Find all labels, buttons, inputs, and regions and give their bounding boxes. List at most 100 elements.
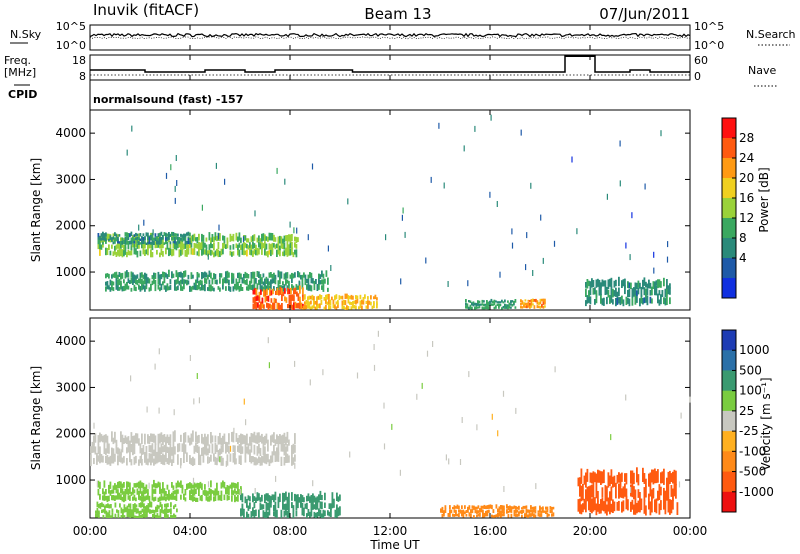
scatter-cell — [274, 501, 277, 510]
scatter-cell — [621, 501, 623, 513]
scatter-cell — [139, 456, 142, 464]
speckle-cell — [175, 155, 177, 161]
speckle-cell — [476, 424, 478, 431]
scatter-cell — [121, 457, 124, 464]
scatter-cell — [318, 273, 320, 279]
scatter-cell — [291, 242, 293, 250]
scatter-cell — [306, 513, 308, 518]
scatter-cell — [544, 305, 546, 308]
scatter-cell — [477, 505, 480, 509]
scatter-cell — [622, 500, 625, 512]
scatter-cell — [316, 502, 319, 510]
scatter-cell — [262, 281, 265, 286]
scatter-cell — [180, 271, 182, 278]
scatter-cell — [133, 445, 136, 455]
scatter-cell — [105, 455, 107, 463]
scatter-cell — [114, 240, 116, 244]
scatter-cell — [479, 508, 481, 513]
scatter-cell — [675, 470, 677, 486]
scatter-cell — [283, 250, 286, 257]
scatter-cell — [551, 507, 553, 510]
speckle-cell — [126, 149, 128, 156]
scatter-cell — [180, 434, 182, 442]
scatter-cell — [261, 301, 264, 309]
scatter-cell — [458, 505, 460, 509]
colorbar-tick-label: -500 — [739, 465, 766, 479]
noise-search-line — [89, 36, 691, 40]
scatter-cell — [177, 236, 179, 241]
scatter-cell — [330, 508, 332, 517]
speckle-cell — [689, 396, 691, 403]
scatter-cell — [237, 281, 239, 286]
scatter-cell — [127, 436, 130, 445]
scatter-cell — [98, 510, 100, 514]
scatter-cell — [120, 237, 122, 242]
scatter-cell — [166, 493, 169, 500]
scatter-cell — [246, 249, 248, 257]
scatter-cell — [166, 434, 169, 444]
scatter-cell — [135, 508, 138, 514]
scatter-cell — [192, 430, 194, 442]
scatter-cell — [252, 456, 254, 462]
speckle-cell — [235, 458, 237, 465]
scatter-cell — [482, 513, 484, 518]
scatter-cell — [160, 455, 163, 464]
scatter-cell — [595, 485, 598, 499]
scatter-cell — [579, 477, 581, 487]
scatter-cell — [175, 241, 178, 245]
scatter-cell — [534, 514, 537, 518]
scatter-cell — [225, 487, 227, 495]
scatter-cell — [313, 296, 315, 301]
scatter-cell — [496, 301, 499, 304]
scatter-cell — [310, 495, 313, 503]
scatter-cell — [265, 276, 268, 284]
scatter-cell — [265, 501, 268, 511]
scatter-cell — [336, 510, 338, 518]
scatter-cell — [268, 243, 271, 250]
scatter-cell — [115, 487, 118, 494]
scatter-cell — [306, 284, 308, 290]
scatter-cell — [485, 510, 487, 514]
scatter-cell — [207, 491, 209, 496]
scatter-cell — [169, 248, 172, 256]
scatter-cell — [165, 237, 167, 241]
scatter-cell — [217, 490, 220, 496]
scatter-cell — [530, 301, 533, 306]
scatter-cell — [675, 484, 677, 499]
scatter-cell — [542, 298, 545, 302]
scatter-cell — [147, 434, 149, 444]
speckle-cell — [347, 198, 349, 205]
scatter-cell — [159, 486, 161, 494]
scatter-cell — [229, 245, 232, 250]
scatter-cell — [144, 513, 147, 518]
scatter-cell — [301, 274, 304, 279]
scatter-cell — [210, 284, 212, 292]
scatter-cell — [116, 509, 118, 513]
scatter-cell — [195, 497, 197, 502]
scatter-cell — [115, 444, 118, 454]
scatter-cell — [176, 508, 178, 513]
scatter-cell — [310, 306, 312, 310]
scatter-cell — [289, 240, 292, 249]
scatter-cell — [148, 445, 151, 453]
scatter-cell — [129, 512, 132, 518]
scatter-cell — [163, 275, 166, 284]
scatter-cell — [210, 493, 212, 501]
scatter-cell — [512, 506, 514, 510]
scatter-cell — [111, 431, 113, 442]
scatter-cell — [155, 506, 157, 513]
scatter-cell — [275, 290, 277, 295]
scatter-cell — [141, 272, 143, 278]
x-tick-label: 08:00 — [273, 524, 308, 538]
scatter-cell — [333, 498, 335, 508]
scatter-cell — [144, 249, 146, 256]
scatter-cell — [598, 470, 601, 483]
scatter-cell — [202, 490, 205, 495]
scatter-cell — [149, 509, 151, 514]
scatter-cell — [304, 301, 306, 305]
scatter-cell — [232, 445, 235, 452]
scatter-cell — [346, 305, 348, 310]
scatter-cell — [539, 301, 542, 305]
scatter-cell — [376, 301, 378, 306]
scatter-cell — [583, 498, 586, 510]
